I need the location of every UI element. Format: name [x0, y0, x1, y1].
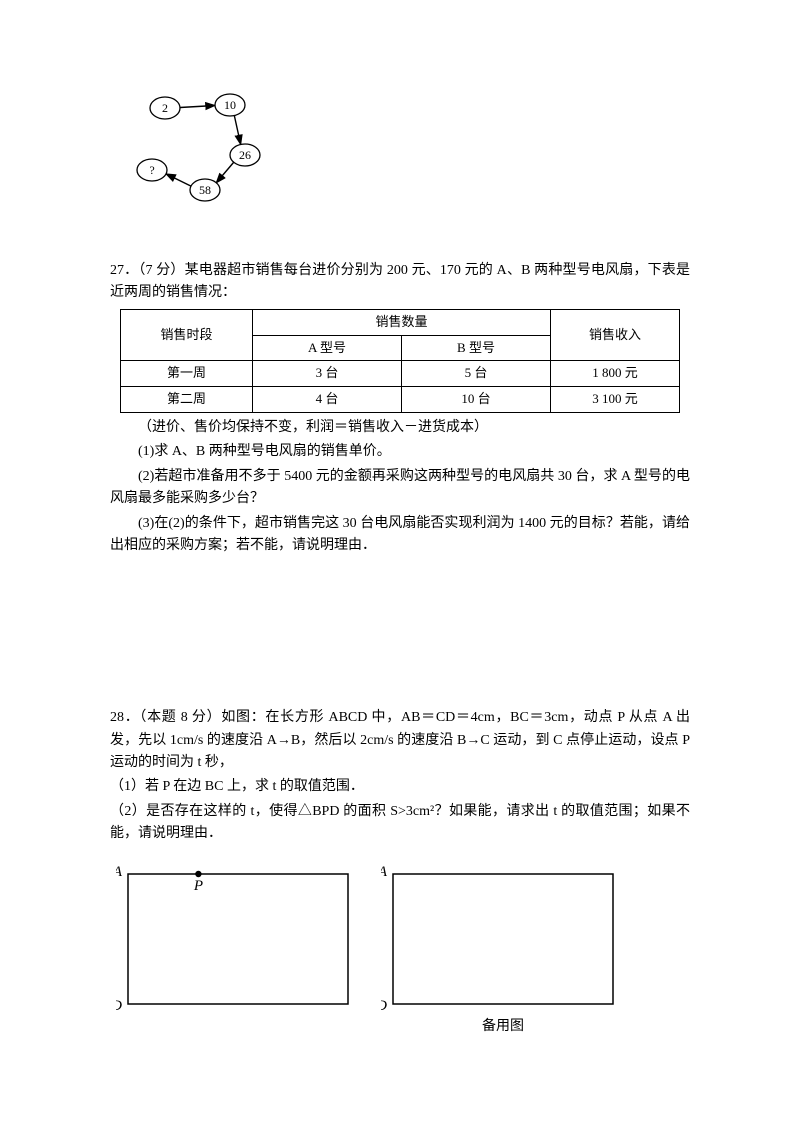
q27-r0-b: 5 台: [402, 361, 551, 387]
q27-r1-rev: 3 100 元: [551, 387, 680, 413]
q27-p2: (2)若超市准备用不多于 5400 元的金额再采购这两种型号的电风扇共 30 台…: [110, 466, 690, 511]
q27-th-b: B 型号: [402, 335, 551, 361]
q27-p3: (3)在(2)的条件下，超市销售完这 30 台电风扇能否实现利润为 1400 元…: [110, 513, 690, 558]
q28-figures: ABCDP ABCD备用图: [116, 862, 690, 1032]
svg-text:?: ?: [149, 163, 154, 177]
svg-text:26: 26: [239, 148, 251, 162]
q27-r0-a: 3 台: [253, 361, 402, 387]
svg-text:D: D: [116, 998, 122, 1012]
q27-r1-period: 第二周: [121, 387, 253, 413]
q27-number: 27．: [110, 263, 138, 278]
rect-figure-2: ABCD备用图: [381, 862, 616, 1032]
svg-text:58: 58: [199, 183, 211, 197]
q28-number: 28．: [110, 710, 139, 725]
svg-text:D: D: [381, 998, 387, 1014]
q27-intro: 27．（7 分）某电器超市销售每台进价分别为 200 元、170 元的 A、B …: [110, 260, 690, 305]
question-28: 28．（本题 8 分）如图：在长方形 ABCD 中，AB＝CD＝4cm，BC＝3…: [110, 707, 690, 1031]
question-27: 27．（7 分）某电器超市销售每台进价分别为 200 元、170 元的 A、B …: [110, 260, 690, 557]
flow-svg: 2 10 26 58?: [130, 90, 280, 210]
flow-diagram: 2 10 26 58?: [130, 90, 690, 210]
svg-text:A: A: [381, 864, 388, 880]
svg-text:备用图: 备用图: [482, 1017, 524, 1032]
q27-table: 销售时段 销售数量 销售收入 A 型号 B 型号 第一周 3 台 5 台 1 8…: [120, 309, 680, 413]
q27-r1-b: 10 台: [402, 387, 551, 413]
svg-text:2: 2: [162, 101, 168, 115]
table-row: 第一周 3 台 5 台 1 800 元: [121, 361, 680, 387]
q27-r0-rev: 1 800 元: [551, 361, 680, 387]
q27-note: （进价、售价均保持不变，利润＝销售收入－进货成本）: [110, 417, 690, 439]
svg-text:10: 10: [224, 98, 236, 112]
q27-th-rev: 销售收入: [551, 309, 680, 361]
svg-text:P: P: [193, 878, 203, 894]
q27-r1-a: 4 台: [253, 387, 402, 413]
q28-p1: （1）若 P 在边 BC 上，求 t 的取值范围．: [110, 776, 690, 798]
q27-th-period: 销售时段: [121, 309, 253, 361]
q27-points: （7 分）: [138, 263, 184, 278]
q27-th-qty: 销售数量: [253, 309, 551, 335]
svg-text:A: A: [116, 864, 123, 880]
q27-th-a: A 型号: [253, 335, 402, 361]
q27-r0-period: 第一周: [121, 361, 253, 387]
q28-p2: （2）是否存在这样的 t，使得△BPD 的面积 S>3cm²？如果能，请求出 t…: [110, 801, 690, 846]
rect-figure-1: ABCDP: [116, 862, 351, 1012]
q27-p1: (1)求 A、B 两种型号电风扇的销售单价。: [110, 441, 690, 463]
q28-intro: 28．（本题 8 分）如图：在长方形 ABCD 中，AB＝CD＝4cm，BC＝3…: [110, 707, 690, 774]
q28-points: （本题 8 分）: [139, 710, 221, 725]
table-row: 第二周 4 台 10 台 3 100 元: [121, 387, 680, 413]
q27-intro-text: 某电器超市销售每台进价分别为 200 元、170 元的 A、B 两种型号电风扇，…: [110, 263, 690, 300]
